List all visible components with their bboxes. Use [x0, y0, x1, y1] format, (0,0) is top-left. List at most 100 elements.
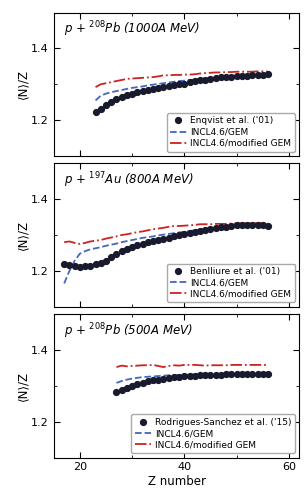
- Benlliure et al. ('01): [256, 222, 259, 228]
- INCL4.6/GEM: [261, 223, 265, 229]
- Rodrigues-Sanchez et al. ('15): [240, 371, 244, 377]
- INCL4.6/modified GEM: [219, 362, 223, 368]
- Benlliure et al. ('01): [266, 223, 270, 229]
- INCL4.6/GEM: [204, 371, 207, 377]
- INCL4.6/modified GEM: [161, 225, 165, 231]
- Benlliure et al. ('01): [88, 262, 92, 268]
- INCL4.6/GEM: [240, 73, 244, 79]
- Enqvist et al. ('01): [235, 74, 239, 80]
- Benlliure et al. ('01): [172, 234, 176, 239]
- INCL4.6/GEM: [256, 72, 259, 78]
- Rodrigues-Sanchez et al. ('15): [156, 376, 160, 382]
- INCL4.6/modified GEM: [193, 222, 197, 228]
- INCL4.6/GEM: [214, 225, 218, 231]
- INCL4.6/GEM: [256, 222, 259, 228]
- Rodrigues-Sanchez et al. ('15): [120, 387, 123, 393]
- INCL4.6/modified GEM: [261, 68, 265, 74]
- INCL4.6/GEM: [193, 228, 197, 234]
- INCL4.6/modified GEM: [251, 362, 254, 368]
- Text: p + $^{197}$Au (800A MeV): p + $^{197}$Au (800A MeV): [64, 170, 193, 190]
- INCL4.6/modified GEM: [245, 220, 249, 226]
- INCL4.6/modified GEM: [62, 239, 66, 245]
- INCL4.6/GEM: [245, 223, 249, 229]
- INCL4.6/GEM: [156, 232, 160, 238]
- Benlliure et al. ('01): [167, 234, 170, 240]
- Benlliure et al. ('01): [240, 222, 244, 228]
- INCL4.6/modified GEM: [240, 220, 244, 226]
- INCL4.6/modified GEM: [214, 221, 218, 227]
- INCL4.6/GEM: [266, 371, 270, 377]
- INCL4.6/GEM: [261, 371, 265, 377]
- Benlliure et al. ('01): [251, 222, 254, 228]
- Benlliure et al. ('01): [235, 222, 239, 228]
- INCL4.6/modified GEM: [261, 362, 265, 368]
- Benlliure et al. ('01): [146, 239, 150, 245]
- Rodrigues-Sanchez et al. ('15): [115, 389, 118, 395]
- INCL4.6/modified GEM: [125, 232, 129, 237]
- Rodrigues-Sanchez et al. ('15): [193, 372, 197, 378]
- INCL4.6/modified GEM: [99, 237, 103, 243]
- INCL4.6/modified GEM: [172, 223, 176, 229]
- INCL4.6/GEM: [99, 244, 103, 250]
- INCL4.6/modified GEM: [198, 70, 202, 76]
- INCL4.6/GEM: [245, 371, 249, 377]
- Legend: Enqvist et al. ('01), INCL4.6/GEM, INCL4.6/modified GEM: Enqvist et al. ('01), INCL4.6/GEM, INCL4…: [167, 113, 295, 152]
- INCL4.6/GEM: [130, 237, 134, 243]
- INCL4.6/modified GEM: [94, 238, 97, 244]
- INCL4.6/modified GEM: [83, 240, 87, 246]
- Rodrigues-Sanchez et al. ('15): [235, 371, 239, 377]
- Enqvist et al. ('01): [214, 75, 218, 81]
- INCL4.6/modified GEM: [188, 72, 192, 78]
- Benlliure et al. ('01): [230, 223, 233, 229]
- INCL4.6/GEM: [125, 376, 129, 382]
- Benlliure et al. ('01): [156, 237, 160, 243]
- INCL4.6/GEM: [266, 72, 270, 78]
- Rodrigues-Sanchez et al. ('15): [198, 372, 202, 378]
- Enqvist et al. ('01): [240, 73, 244, 79]
- INCL4.6/GEM: [204, 76, 207, 82]
- INCL4.6/GEM: [172, 372, 176, 378]
- INCL4.6/GEM: [161, 372, 165, 378]
- Y-axis label: ⟨N⟩/Z: ⟨N⟩/Z: [17, 220, 30, 250]
- INCL4.6/modified GEM: [156, 226, 160, 232]
- Benlliure et al. ('01): [141, 240, 144, 246]
- INCL4.6/GEM: [104, 90, 108, 96]
- INCL4.6/GEM: [135, 236, 139, 242]
- Enqvist et al. ('01): [146, 87, 150, 93]
- Benlliure et al. ('01): [104, 258, 108, 264]
- Enqvist et al. ('01): [193, 78, 197, 84]
- INCL4.6/modified GEM: [161, 72, 165, 78]
- INCL4.6/GEM: [130, 376, 134, 382]
- INCL4.6/GEM: [193, 372, 197, 378]
- INCL4.6/modified GEM: [193, 71, 197, 77]
- INCL4.6/GEM: [251, 222, 254, 228]
- INCL4.6/modified GEM: [167, 72, 170, 78]
- INCL4.6/modified GEM: [245, 362, 249, 368]
- Rodrigues-Sanchez et al. ('15): [214, 372, 218, 378]
- Rodrigues-Sanchez et al. ('15): [135, 382, 139, 388]
- Enqvist et al. ('01): [251, 72, 254, 78]
- Text: p + $^{208}$Pb (1000A MeV): p + $^{208}$Pb (1000A MeV): [64, 20, 200, 40]
- Rodrigues-Sanchez et al. ('15): [204, 372, 207, 378]
- INCL4.6/GEM: [115, 240, 118, 246]
- INCL4.6/GEM: [188, 228, 192, 234]
- INCL4.6/modified GEM: [198, 362, 202, 368]
- Benlliure et al. ('01): [204, 227, 207, 233]
- Enqvist et al. ('01): [125, 92, 129, 98]
- Enqvist et al. ('01): [219, 74, 223, 80]
- INCL4.6/modified GEM: [109, 79, 113, 85]
- Enqvist et al. ('01): [261, 72, 265, 78]
- INCL4.6/GEM: [209, 371, 212, 377]
- INCL4.6/GEM: [130, 85, 134, 91]
- INCL4.6/modified GEM: [141, 362, 144, 368]
- INCL4.6/modified GEM: [177, 72, 181, 78]
- Rodrigues-Sanchez et al. ('15): [224, 371, 228, 377]
- Line: INCL4.6/modified GEM: INCL4.6/modified GEM: [116, 365, 268, 367]
- INCL4.6/GEM: [172, 79, 176, 85]
- INCL4.6/modified GEM: [167, 363, 170, 369]
- INCL4.6/GEM: [183, 229, 186, 235]
- INCL4.6/modified GEM: [188, 222, 192, 228]
- INCL4.6/GEM: [209, 75, 212, 81]
- INCL4.6/modified GEM: [177, 223, 181, 229]
- INCL4.6/modified GEM: [141, 75, 144, 81]
